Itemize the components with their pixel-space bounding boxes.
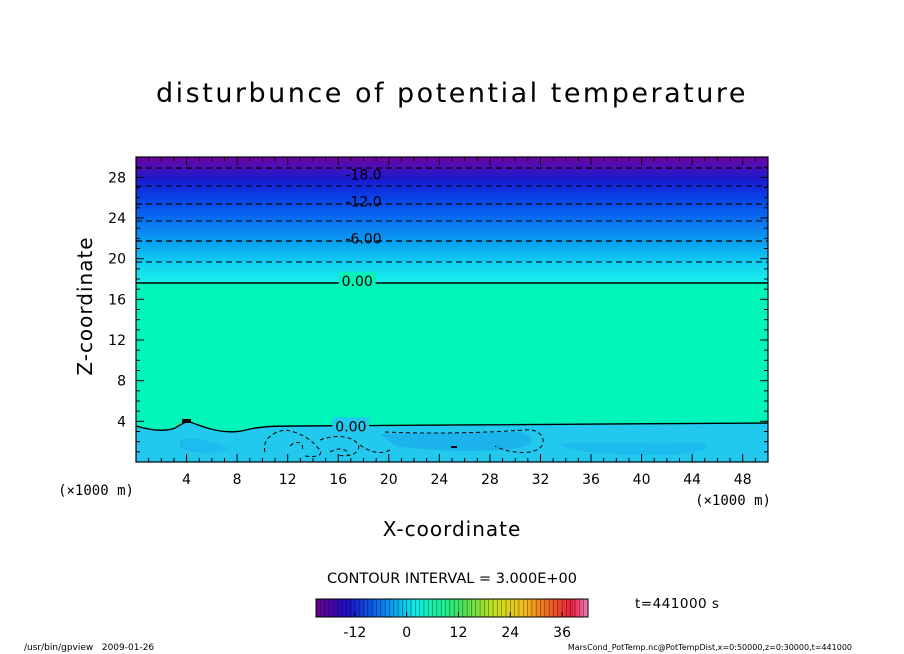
contour-line-zero-lower — [136, 421, 768, 433]
surface-dashed-contour-b — [319, 436, 360, 457]
y-tick-label: 4 — [117, 414, 126, 430]
y-tick-label: 8 — [117, 374, 126, 390]
footer-right: MarsCond_PotTemp.nc@PotTempDist,x=0:5000… — [568, 643, 852, 652]
x-tick-label: 20 — [380, 472, 398, 488]
zero-contour-marker — [182, 419, 191, 423]
y-tick-label: 20 — [108, 252, 126, 268]
x-tick-label: 24 — [430, 472, 448, 488]
contour-label: -12.0 — [345, 195, 381, 211]
x-tick-label: 16 — [329, 472, 347, 488]
colorbar-ticks: -12 0 12 24 36 — [343, 612, 571, 641]
time-label: t=441000 s — [635, 596, 719, 612]
contour-label: -18.0 — [345, 167, 381, 183]
x-tick-label: 8 — [233, 472, 242, 488]
surface-dashed-contour-d — [359, 444, 391, 453]
y-axis-unit: (×1000 m) — [58, 483, 134, 499]
contour-label: 0.00 — [342, 274, 373, 290]
x-tick-label: 36 — [582, 472, 600, 488]
x-tick-label: 32 — [532, 472, 550, 488]
y-tick-label: 24 — [108, 211, 126, 227]
y-axis-title: Z-coordinate — [73, 236, 97, 375]
x-axis-unit: (×1000 m) — [695, 493, 771, 509]
plot-area — [136, 157, 768, 462]
chart-title: disturbunce of potential temperature — [156, 78, 748, 109]
colorbar-tick-label: 24 — [501, 625, 519, 641]
surface-patch-mid — [180, 438, 707, 456]
surface-patch-deep — [380, 432, 532, 451]
x-tick-label: 48 — [734, 472, 752, 488]
surface-minimum-marker — [451, 446, 457, 448]
contour-label-bg — [338, 272, 376, 289]
colorbar-tick-label: 0 — [402, 625, 411, 641]
x-tick-label: 44 — [683, 472, 701, 488]
surface-dashed-contour-a — [263, 429, 322, 457]
y-tick-label: 12 — [108, 333, 126, 349]
upper-negative-layer — [136, 157, 768, 283]
x-axis-title: X-coordinate — [383, 517, 522, 541]
x-tick-label: 4 — [182, 472, 191, 488]
x-axis: 4 8 12 16 20 24 28 32 36 40 44 48 — [148, 157, 756, 488]
contour-label: 0.00 — [335, 419, 366, 435]
x-tick-label: 12 — [279, 472, 297, 488]
y-axis: 4 8 12 16 20 24 28 — [108, 166, 768, 453]
footer-left: /usr/bin/gpview 2009-01-26 — [24, 643, 154, 653]
x-tick-label: 28 — [481, 472, 499, 488]
contour-labels: -18.0 -12.0 -6.00 0.00 0.00 — [332, 167, 382, 435]
y-tick-label: 16 — [108, 292, 126, 308]
contour-label: -6.00 — [345, 231, 381, 247]
colorbar-tick-label: 36 — [553, 625, 571, 641]
contour-label-bg — [332, 417, 370, 434]
x-tick-label: 40 — [633, 472, 651, 488]
y-tick-label: 28 — [108, 170, 126, 186]
colorbar-tick-label: -12 — [343, 625, 366, 641]
contour-interval-label: CONTOUR INTERVAL = 3.000E+00 — [327, 571, 577, 587]
colorbar-tick-label: 12 — [450, 625, 468, 641]
surface-dashed-contour-c — [384, 429, 544, 453]
colorbar — [315, 598, 589, 618]
